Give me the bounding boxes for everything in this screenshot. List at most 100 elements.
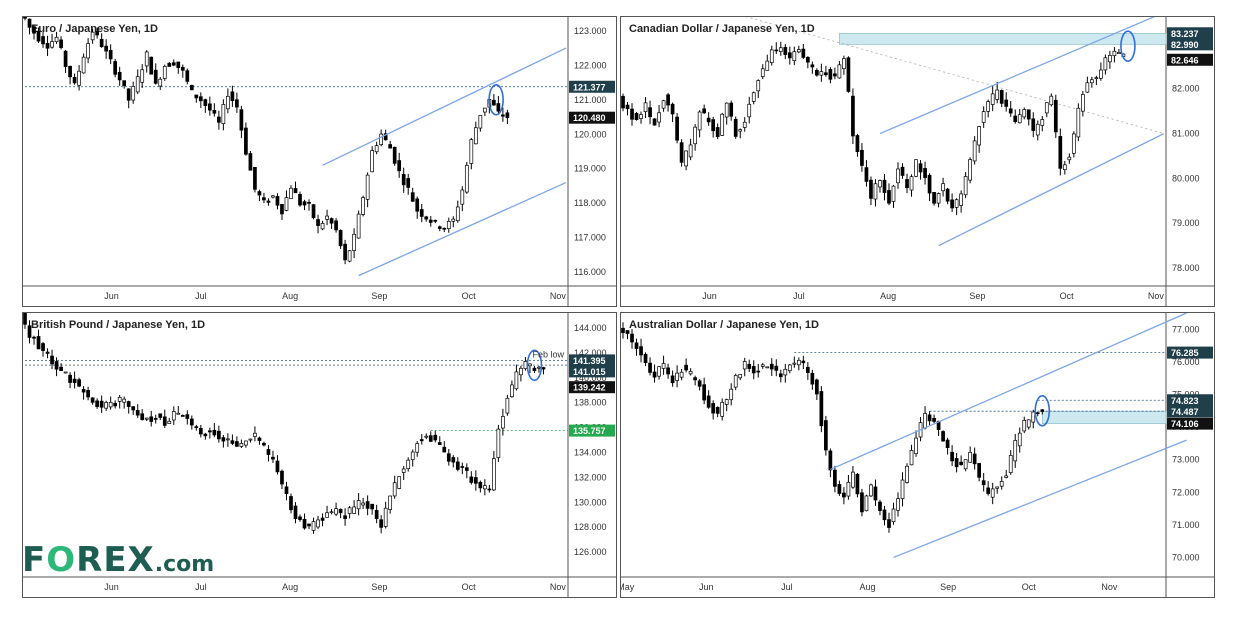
candle-body <box>343 243 347 261</box>
candle-body <box>104 402 109 409</box>
trend-channel-line <box>358 181 567 277</box>
candle-body <box>1008 455 1013 473</box>
candle-body <box>171 411 176 421</box>
candle-body <box>397 160 402 172</box>
candle-body <box>144 417 149 420</box>
candle-body <box>833 469 837 487</box>
candle-body <box>972 453 977 465</box>
candle-body <box>742 121 747 128</box>
candle-body <box>23 17 27 19</box>
logo-letter-f: F <box>22 540 47 580</box>
candle-body <box>828 450 833 471</box>
candle-body <box>99 400 104 408</box>
candle-body <box>702 108 707 114</box>
zone-band <box>1041 410 1167 424</box>
highlight-circle <box>526 349 543 382</box>
candle-body <box>180 66 185 71</box>
candle-body <box>864 495 869 512</box>
y-tick-label: 144.000 <box>574 323 607 333</box>
candle-body <box>501 114 505 117</box>
x-tick-label: Jun <box>702 291 717 301</box>
candle-body <box>778 373 783 378</box>
x-tick-label: Jul <box>195 582 207 592</box>
logo-letter-o: O <box>46 540 77 580</box>
candle-body <box>702 384 707 401</box>
candle-body <box>370 150 374 173</box>
candle-body <box>532 367 537 371</box>
candle-body <box>32 26 36 34</box>
candle-body <box>963 459 968 470</box>
candle-body <box>266 200 271 203</box>
candle-body <box>338 508 343 514</box>
candle-body <box>787 364 792 372</box>
candle-body <box>68 374 72 383</box>
candle-body <box>1008 108 1013 114</box>
candle-body <box>248 438 253 441</box>
price-label-box <box>1167 53 1213 66</box>
candle-body <box>639 114 643 119</box>
candle-body <box>999 481 1004 487</box>
y-tick-label: 71.000 <box>1172 520 1200 530</box>
candle-body <box>153 418 158 420</box>
candle-body <box>882 509 887 521</box>
highlight-circle <box>1120 30 1136 62</box>
candle-body <box>760 68 765 77</box>
candle-body <box>374 145 379 153</box>
candle-body <box>1022 419 1027 432</box>
candle-body <box>388 495 393 510</box>
candle-body <box>117 397 122 402</box>
zone-band <box>839 32 1167 45</box>
candle-body <box>1004 99 1009 107</box>
highlight-circle <box>488 83 504 116</box>
candle-body <box>891 508 896 523</box>
y-tick-label: 116.000 <box>574 267 606 277</box>
candle-body <box>869 484 873 497</box>
candle-body <box>99 38 104 48</box>
candle-body <box>289 187 293 200</box>
y-tick-label: 120.000 <box>574 129 607 139</box>
candle-body <box>945 439 950 448</box>
candle-body <box>329 511 334 514</box>
candle-body <box>995 89 1000 100</box>
y-tick-label: 81.000 <box>1172 129 1200 139</box>
candle-body <box>379 519 384 528</box>
candle-body <box>995 486 1000 489</box>
candle-body <box>999 90 1004 104</box>
candle-body <box>437 226 442 229</box>
candle-body <box>248 153 253 171</box>
x-tick-label: Jul <box>195 291 207 301</box>
candle-body <box>783 368 788 376</box>
x-tick-label: Aug <box>880 291 896 301</box>
candle-body <box>900 166 905 176</box>
candle-body <box>347 507 352 514</box>
candle-body <box>406 459 411 470</box>
candle-body <box>419 209 424 217</box>
y-tick-label: 80.000 <box>1172 173 1200 183</box>
candle-body <box>230 91 235 101</box>
chart-title: Euro / Japanese Yen, 1D <box>31 23 158 35</box>
candle-body <box>878 180 882 188</box>
candle-body <box>715 127 720 137</box>
y-tick-label: 123.000 <box>574 26 607 36</box>
candle-body <box>153 69 158 84</box>
candle-body <box>792 51 797 62</box>
candle-body <box>347 250 352 262</box>
candle-body <box>356 500 361 510</box>
candle-body <box>72 77 77 84</box>
candle-body <box>523 360 528 369</box>
candle-body <box>460 466 465 468</box>
x-tick-label: Jun <box>104 582 119 592</box>
candle-body <box>59 39 63 48</box>
candle-body <box>68 65 72 78</box>
candle-body <box>954 458 959 468</box>
candle-body <box>684 364 688 371</box>
candle-body <box>464 164 469 193</box>
candle-body <box>365 501 370 509</box>
y-tick-label: 130.000 <box>574 497 607 507</box>
candle-body <box>113 402 118 407</box>
price-label-box <box>1167 27 1213 40</box>
candle-body <box>639 346 643 356</box>
candle-body <box>36 31 41 42</box>
candle-body <box>446 221 451 229</box>
candle-body <box>805 56 810 63</box>
